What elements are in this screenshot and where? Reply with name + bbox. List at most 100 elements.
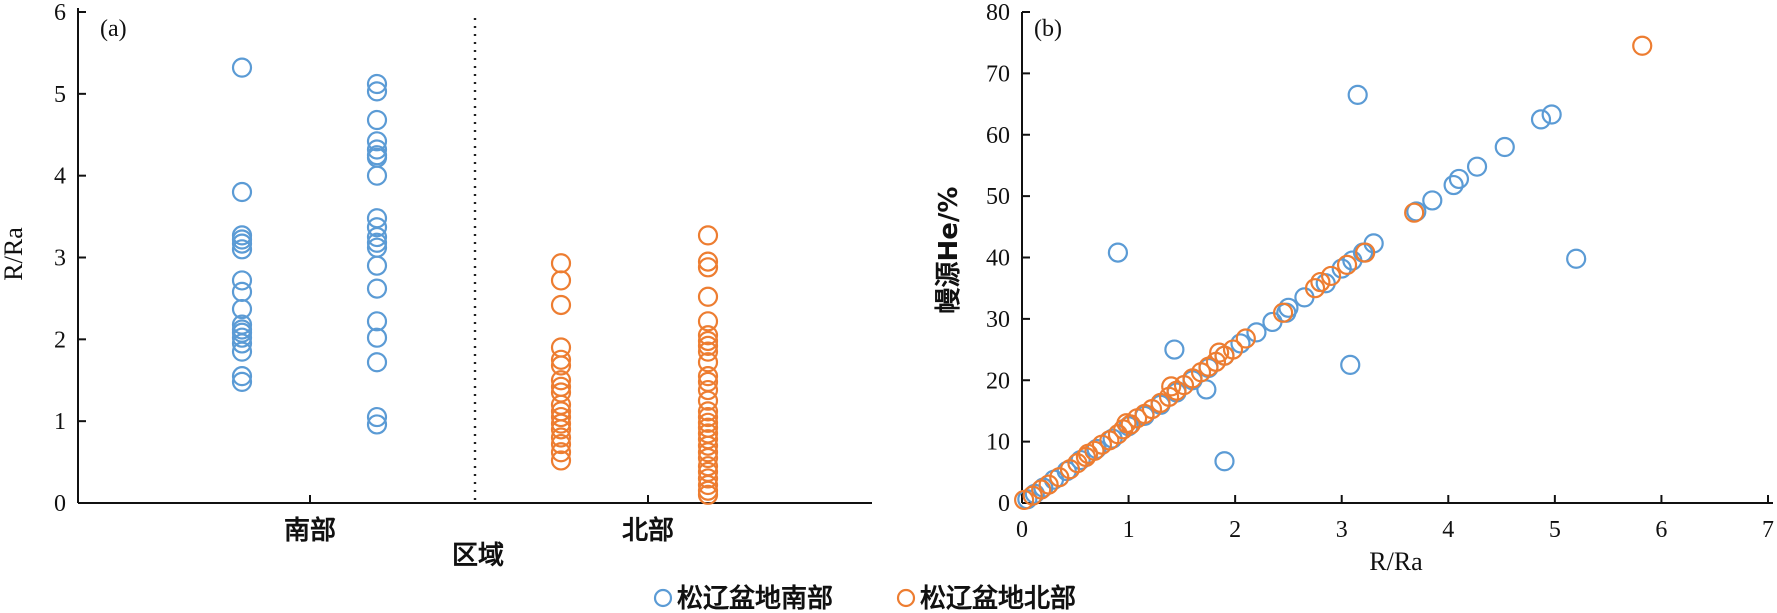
legend-marker-south (653, 588, 673, 608)
panel-a-point (366, 226, 388, 248)
panel-b-point (1443, 174, 1464, 196)
panel-a-y-tick-label: 2 (54, 327, 66, 353)
panel-b-x-tick-label: 1 (1123, 517, 1135, 543)
panel-a-point (366, 73, 388, 95)
panel-a-point (231, 239, 253, 260)
panel-a-point (366, 414, 388, 435)
panel-b-y-tick-label: 20 (986, 368, 1010, 394)
panel-a-point (366, 278, 388, 299)
panel-b-x-tick-label: 2 (1229, 517, 1241, 543)
panel-b-point (1209, 342, 1230, 363)
panel-b-y-tick-label: 50 (986, 184, 1010, 210)
legend-item-south: 松辽盆地南部 (653, 583, 833, 613)
panel-a-point (550, 294, 572, 316)
panel-a-point (697, 335, 719, 356)
panel-b-point (1107, 242, 1129, 263)
panel-a-point (550, 442, 572, 463)
panel-a-point (697, 447, 719, 469)
panel-a-y-tick-label: 6 (54, 0, 66, 26)
panel-a-point (697, 379, 719, 401)
panel-b: 0 10 20 30 40 50 60 70 80 0 1 2 3 4 5 6 7 (b) 幔源He/% R/… (934, 0, 1774, 576)
panel-a-point (366, 232, 388, 253)
panel-a-point (697, 442, 719, 463)
panel-b-point (1336, 254, 1358, 275)
panel-b-x-tick-label: 0 (1016, 517, 1028, 543)
panel-b-point (1355, 242, 1376, 263)
panel-a-point (366, 352, 388, 373)
panel-b-point (1466, 156, 1488, 177)
panel-a-point (550, 419, 572, 440)
panel-a-point (231, 333, 253, 354)
panel-b-point (1632, 35, 1653, 56)
panel-a-point (231, 281, 253, 302)
panel-a-y-tick-label: 3 (54, 246, 66, 272)
legend-label-north: 松辽盆地北部 (920, 583, 1076, 613)
panel-b-point (1310, 271, 1331, 293)
panel-b-y-tick-label: 80 (986, 0, 1010, 26)
panel-b-point (1272, 302, 1294, 323)
panel-a-point (697, 352, 719, 373)
panel-a-point (697, 468, 719, 489)
panel-b-point (1320, 265, 1342, 287)
panel-a-point (697, 330, 719, 352)
panel-b-label: (b) (1034, 16, 1062, 42)
panel-a-point (366, 311, 388, 332)
panel-a-point (366, 217, 388, 238)
panel-b-x-tick-label: 6 (1655, 517, 1667, 543)
panel-b-x-label: R/Ra (1369, 547, 1423, 576)
panel-a-point (231, 270, 253, 291)
panel-b-point (1164, 339, 1185, 360)
panel-b-point (1222, 339, 1244, 360)
panel-a-point (550, 370, 572, 391)
panel-a-point (550, 413, 572, 434)
panel-a-point (697, 484, 719, 505)
panel-b-y-tick-label: 70 (986, 61, 1010, 87)
panel-a-y-tick-label: 0 (54, 491, 66, 517)
panel-a-point (697, 341, 719, 362)
panel-a-label: (a) (100, 16, 127, 42)
panel-a-category-label: 北部 (622, 516, 674, 546)
panel-b-points (1014, 35, 1653, 511)
panel-b-point (1340, 354, 1361, 376)
panel-a-point (550, 355, 572, 376)
legend-label-south: 松辽盆地南部 (677, 583, 833, 613)
panel-a-point (231, 233, 253, 254)
panel-a-point (231, 298, 253, 320)
panel-a-point (697, 435, 719, 456)
panel-a-y-tick-label: 4 (54, 164, 66, 190)
panel-a: 0 1 2 3 4 5 6 南部 北部 (a) R/Ra 区域 (0, 0, 872, 571)
panel-b-point (1214, 451, 1235, 472)
panel-b-point (1530, 109, 1552, 130)
legend-item-north: 松辽盆地北部 (896, 583, 1076, 613)
panel-b-point (1304, 278, 1326, 299)
panel-b-y-tick-label: 0 (998, 491, 1010, 517)
panel-a-y-tick-label: 1 (54, 409, 66, 435)
panel-b-point (1077, 443, 1099, 464)
panel-b-y-tick-label: 10 (986, 430, 1010, 456)
panel-b-point (1404, 202, 1425, 223)
panel-b-x-tick-label: 5 (1549, 517, 1561, 543)
panel-a-point (550, 427, 572, 448)
panel-a-point (366, 139, 388, 160)
panel-a-point (550, 349, 572, 370)
panel-b-y-tick-label: 60 (986, 123, 1010, 149)
panel-a-point (697, 251, 719, 272)
panel-a-point (366, 131, 388, 152)
panel-a-point (366, 165, 388, 186)
panel-a-point (697, 412, 719, 433)
panel-a-x-ticks: 南部 北部 (284, 495, 674, 546)
panel-b-point (1494, 136, 1515, 158)
panel-b-y-ticks: 0 10 20 30 40 50 60 70 80 (986, 0, 1030, 517)
panel-a-point (231, 341, 253, 362)
panel-a-point (697, 286, 719, 307)
panel-b-point (1422, 190, 1443, 211)
legend: 松辽盆地南部 松辽盆地北部 (653, 583, 1076, 613)
panel-a-point (697, 311, 719, 332)
panel-a-point (697, 406, 719, 428)
panel-a-point (697, 366, 719, 387)
panel-a-point (366, 406, 388, 428)
panel-a-y-label: R/Ra (0, 227, 28, 281)
panel-a-point (231, 57, 253, 78)
panel-b-point (1294, 287, 1315, 308)
